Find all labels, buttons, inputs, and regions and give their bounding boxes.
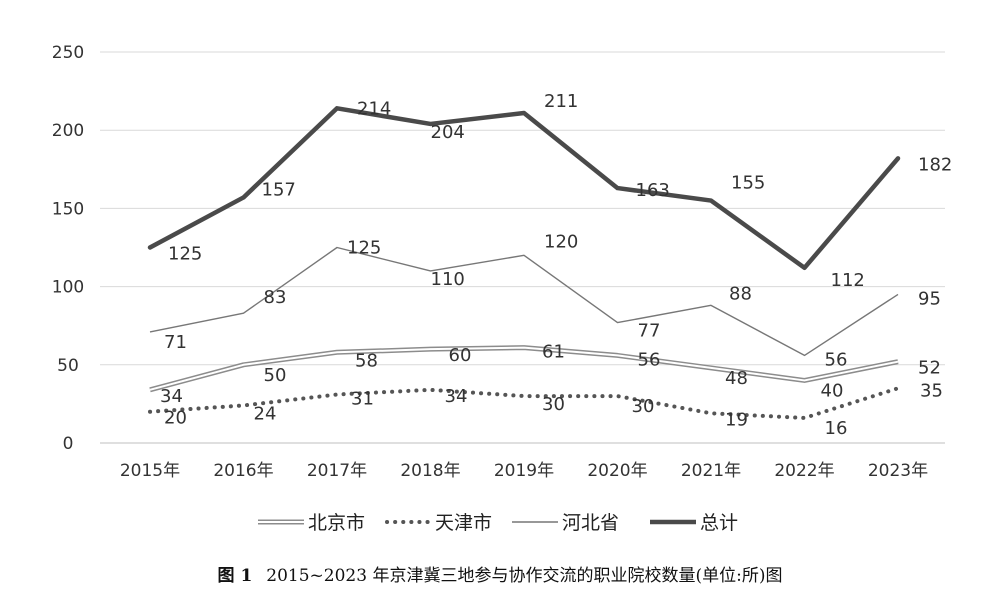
data-label: 157 [262,179,296,200]
legend-label: 总计 [700,512,738,534]
data-label: 77 [638,321,661,342]
data-label: 112 [831,270,865,291]
data-label: 34 [445,386,468,407]
data-label: 214 [357,98,391,119]
data-label: 34 [160,386,183,407]
data-label: 56 [638,349,661,370]
data-label: 83 [264,287,287,308]
data-label: 40 [821,380,844,401]
legend-label: 北京市 [308,512,365,534]
data-label: 125 [347,238,381,259]
y-tick-label: 50 [57,356,79,376]
data-label: 35 [920,380,943,401]
data-label: 20 [164,408,187,429]
data-label: 182 [918,154,952,175]
data-label: 71 [164,332,187,353]
x-tick-label: 2019年 [494,461,554,481]
legend: 北京市 天津市 河北省 总计 [258,512,738,534]
y-tick-label: 150 [52,199,84,219]
data-label: 211 [544,91,578,112]
data-label: 19 [725,409,748,430]
series-line-hebei [149,246,899,357]
y-tick-label: 200 [52,121,84,141]
data-label: 30 [542,394,565,415]
data-label: 204 [431,122,465,143]
series-line-beijing-outer [149,345,899,393]
data-label: 110 [431,269,465,290]
data-label: 155 [731,173,765,194]
figure-caption: 图 1 2015~2023 年京津冀三地参与协作交流的职业院校数量(单位:所)图 [0,561,1000,586]
x-tick-label: 2022年 [774,461,834,481]
x-tick-label: 2018年 [400,461,460,481]
x-tick-label: 2016年 [213,461,273,481]
data-label: 120 [544,231,578,252]
data-label: 24 [254,403,277,424]
data-label: 52 [918,358,941,379]
data-label: 31 [351,389,374,410]
series-lines [147,106,901,420]
x-tick-label: 2023年 [868,461,928,481]
x-tick-label: 2020年 [587,461,647,481]
data-label: 61 [542,342,565,363]
legend-label: 天津市 [435,512,492,534]
data-label: 163 [636,180,670,201]
series-line-total [147,106,901,271]
x-tick-label: 2015年 [120,461,180,481]
caption-text: 2015~2023 年京津冀三地参与协作交流的职业院校数量(单位:所)图 [266,566,783,586]
y-tick-label: 0 [63,434,74,454]
axes: 0 50 100 150 200 250 2015年 2016年 2017年 2018年 2019年… [52,43,945,481]
data-label: 60 [449,345,472,366]
data-label: 16 [825,418,848,439]
data-label: 88 [729,283,752,304]
data-label: 125 [168,244,202,265]
y-tick-label: 250 [52,43,84,63]
data-label: 48 [725,368,748,389]
data-label: 30 [632,396,655,417]
x-tick-label: 2017年 [307,461,367,481]
x-tick-label: 2021年 [681,461,741,481]
data-label: 50 [264,365,287,386]
legend-label: 河北省 [562,512,619,534]
y-tick-label: 100 [52,278,84,298]
caption-prefix: 图 1 [217,566,253,586]
data-label: 95 [918,288,941,309]
gridlines [100,51,945,366]
data-label: 56 [825,349,848,370]
data-labels: 20 24 31 34 30 30 19 16 35 71 83 125 110 120 77 88 56 95 3… [160,91,952,439]
series-line-beijing-inner [149,346,899,391]
data-label: 58 [355,350,378,371]
